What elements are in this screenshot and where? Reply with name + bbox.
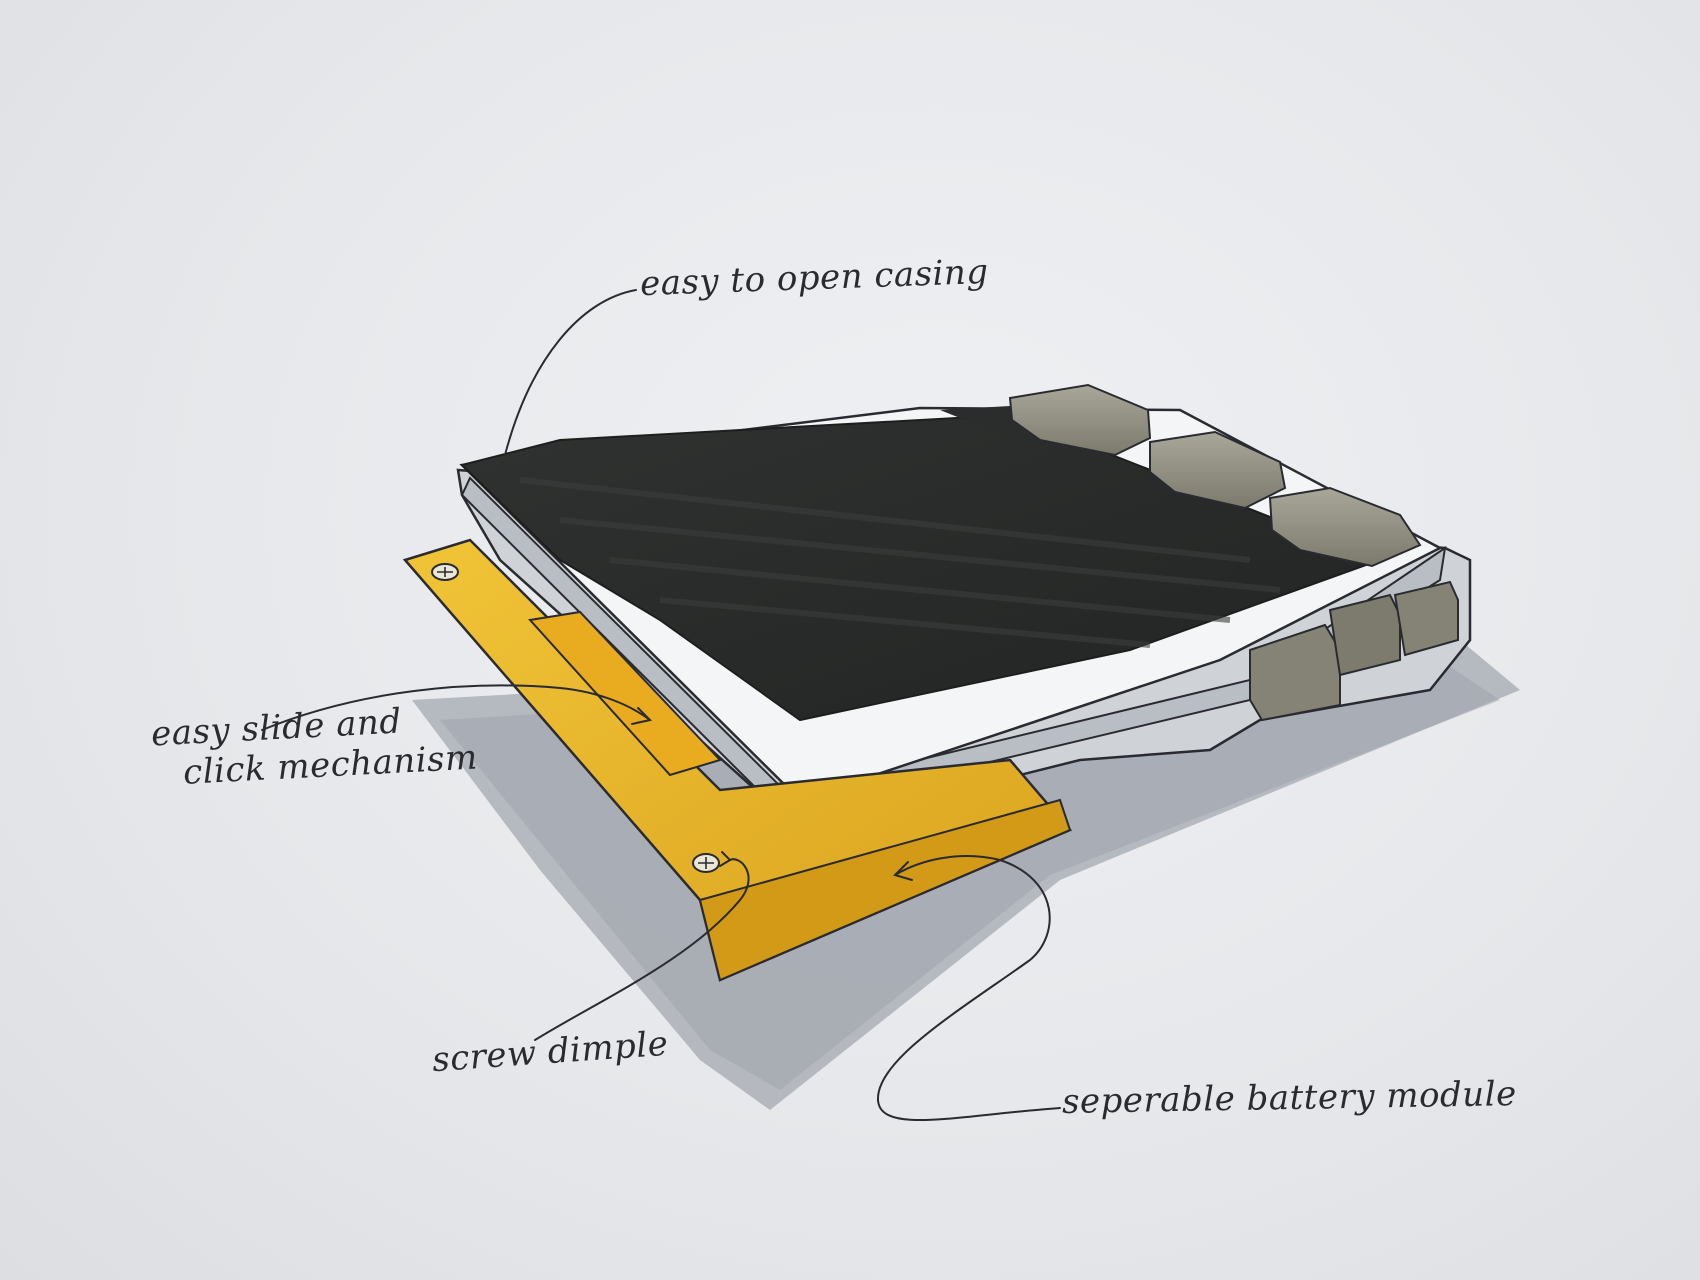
ground-shadow-soft <box>440 660 1500 1090</box>
top-keys <box>1008 383 1422 568</box>
casing-lid-dark <box>460 413 1383 722</box>
key-1 <box>1008 383 1152 457</box>
key-3 <box>1268 486 1422 568</box>
battery-module-front <box>698 798 1072 982</box>
slide-slot <box>528 610 722 777</box>
annotation-slide: easy slide and click mechanism <box>150 698 479 795</box>
front-key-2 <box>1328 593 1401 677</box>
annotation-battery: seperable battery module <box>1061 1074 1517 1122</box>
leader-slide-arrow <box>631 707 652 725</box>
screw-bottom <box>692 853 720 873</box>
screw-top <box>431 563 459 581</box>
front-key-3 <box>1393 580 1459 657</box>
leader-screw-arrow <box>719 851 732 867</box>
leader-slide <box>261 684 651 731</box>
front-keys <box>1249 580 1459 722</box>
leader-casing <box>504 289 637 456</box>
key-2 <box>1149 430 1287 510</box>
marker-strokes <box>519 477 1281 648</box>
leader-battery <box>876 854 1061 1121</box>
front-key-1 <box>1249 623 1341 722</box>
leader-screw <box>534 858 750 1041</box>
leader-battery-arrow <box>893 861 913 881</box>
leader-lines <box>261 289 1061 1121</box>
